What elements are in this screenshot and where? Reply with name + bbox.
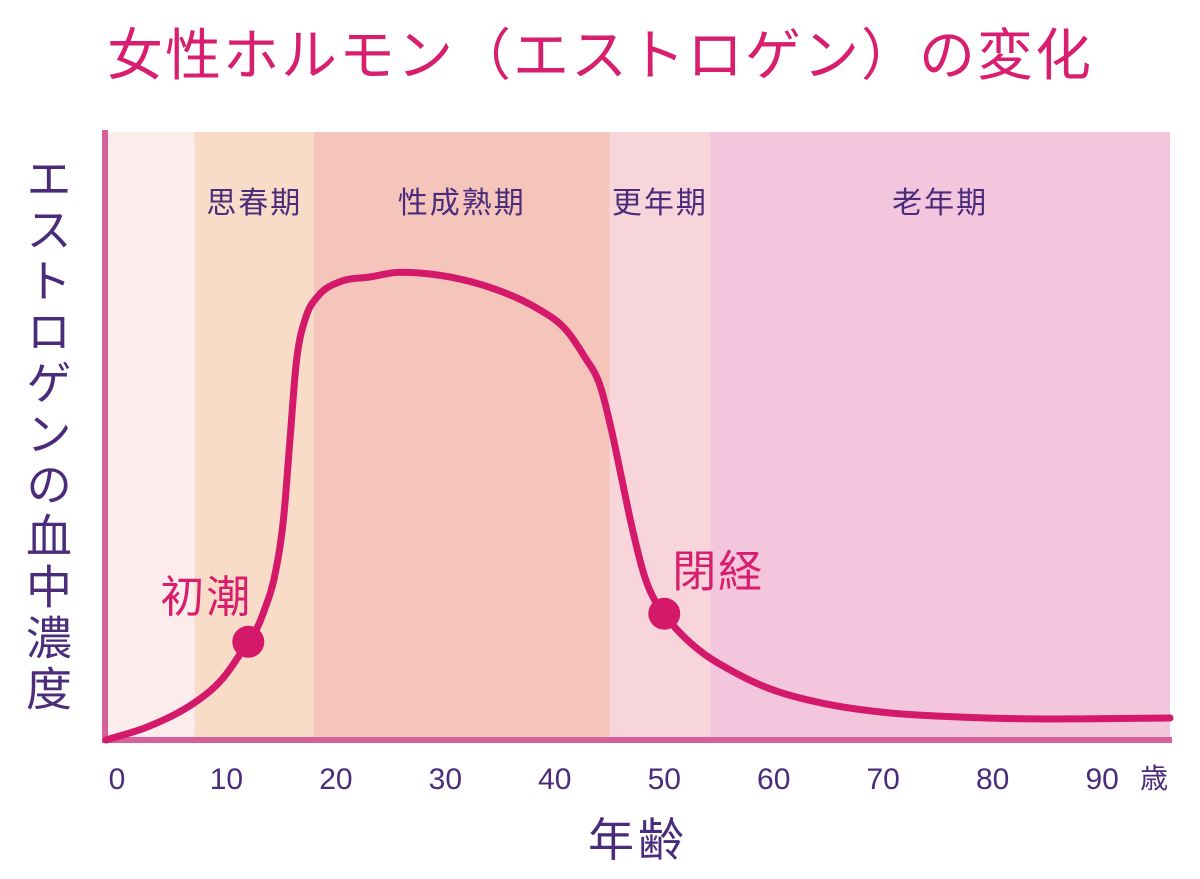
axes	[102, 130, 1172, 743]
x-tick-label: 30	[429, 763, 462, 796]
chart-title: 女性ホルモン（エストロゲン）の変化	[107, 24, 1093, 89]
event-marker-dot	[232, 625, 265, 658]
x-tick-labels: 0 10 20 30 40 50 60 70 80 90 歳	[109, 762, 1169, 796]
x-tick-label: 70	[867, 763, 900, 796]
x-unit-label: 歳	[1140, 762, 1168, 795]
life-stage-label: 更年期	[612, 186, 708, 221]
life-stage-band	[710, 132, 1170, 740]
event-label: 初潮	[160, 572, 252, 623]
life-stage-bands	[106, 132, 1170, 740]
life-stage-band	[313, 132, 610, 740]
x-tick-label: 80	[976, 763, 1009, 796]
life-stage-label: 老年期	[892, 186, 988, 221]
event-annotations: 初潮 閉経	[160, 547, 764, 658]
event-marker-dot	[648, 597, 681, 630]
life-stage-band	[609, 132, 711, 740]
x-tick-label: 40	[538, 763, 571, 796]
estrogen-curve	[102, 268, 1174, 744]
event-label: 閉経	[672, 547, 764, 598]
x-tick-label: 60	[757, 763, 790, 796]
x-tick-label: 0	[109, 763, 126, 796]
x-tick-label: 10	[210, 763, 243, 796]
life-stage-label: 性成熟期	[398, 186, 526, 221]
x-axis-label: 年齢	[588, 813, 688, 867]
x-tick-label: 90	[1085, 763, 1118, 796]
life-stage-labels: 思春期 性成熟期 更年期 老年期	[206, 186, 988, 221]
x-tick-label: 20	[319, 763, 352, 796]
x-tick-label: 50	[648, 763, 681, 796]
life-stage-label: 思春期	[206, 186, 302, 221]
y-axis-label: エストロゲンの血中濃度	[19, 155, 73, 716]
life-stage-band	[106, 132, 195, 740]
